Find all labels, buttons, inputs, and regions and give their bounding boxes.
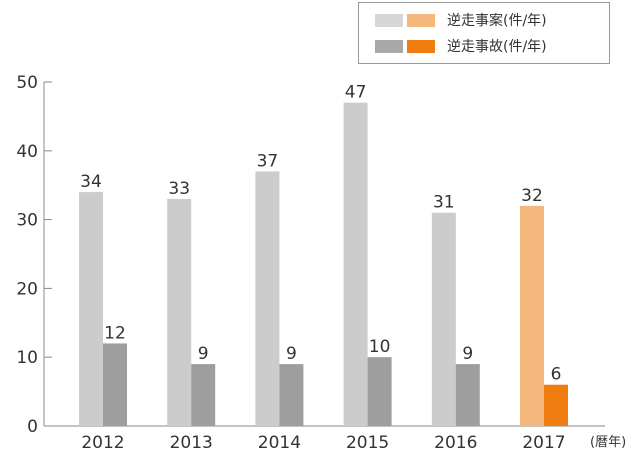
data-label-cases-2013: 33: [168, 179, 190, 199]
data-label-cases-2015: 47: [345, 83, 367, 103]
bar-cases-2012: [79, 192, 103, 426]
data-label-accidents-2015: 10: [369, 337, 391, 357]
y-tick-label: 50: [16, 73, 38, 93]
bar-accidents-2017: [544, 384, 568, 426]
legend-label-cases: 逆走事案(件/年): [447, 13, 547, 29]
y-tick-label: 20: [16, 279, 38, 299]
x-tick-label-2012: 2012: [81, 433, 124, 453]
bar-cases-2014: [255, 171, 280, 426]
legend-swatch-cases-gray: [375, 13, 403, 27]
x-tick-label-2014: 2014: [258, 433, 301, 453]
bars: [79, 102, 568, 426]
data-label-cases-2014: 37: [257, 151, 279, 171]
legend-swatch-accidents-gray: [375, 39, 403, 53]
y-tick-label: 0: [27, 417, 38, 437]
bar-accidents-2015: [367, 357, 392, 426]
legend-label-accidents: 逆走事故(件/年): [447, 39, 547, 55]
data-label-cases-2012: 34: [80, 172, 102, 192]
legend-swatch-cases-orange: [407, 13, 435, 27]
data-label-accidents-2014: 9: [286, 344, 297, 364]
data-label-accidents-2013: 9: [198, 344, 209, 364]
bar-cases-2016: [431, 212, 456, 426]
data-label-cases-2017: 32: [521, 186, 543, 206]
bar-cases-2017: [520, 205, 544, 426]
data-labels: 34 12 33 9 37 9 47 10 31 9 32 6: [80, 83, 561, 385]
x-axis: 2012 2013 2014 2015 2016 2017 (暦年): [44, 425, 626, 453]
legend-swatch-accidents-orange: [407, 39, 435, 53]
bar-cases-2013: [167, 198, 192, 426]
data-label-cases-2016: 31: [433, 193, 455, 213]
legend: 逆走事案(件/年) 逆走事故(件/年): [358, 2, 610, 64]
bar-cases-2015: [343, 102, 368, 426]
bar-accidents-2013: [191, 364, 216, 426]
bar-accidents-2012: [103, 343, 127, 426]
legend-item-cases: 逆走事案(件/年): [375, 11, 547, 29]
bar-accidents-2016: [455, 364, 480, 426]
data-label-accidents-2012: 12: [104, 323, 126, 343]
y-tick-label: 10: [16, 348, 38, 368]
data-label-accidents-2016: 9: [462, 344, 473, 364]
bar-accidents-2014: [279, 364, 304, 426]
x-tick-label-2015: 2015: [346, 433, 389, 453]
y-tick-label: 40: [16, 142, 38, 162]
data-label-accidents-2017: 6: [551, 365, 562, 385]
x-unit-label: (暦年): [590, 435, 626, 450]
legend-item-accidents: 逆走事故(件/年): [375, 37, 547, 55]
y-tick-label: 30: [16, 211, 38, 231]
x-tick-label-2016: 2016: [434, 433, 477, 453]
x-tick-label-2013: 2013: [170, 433, 213, 453]
x-tick-label-2017: 2017: [522, 433, 565, 453]
y-axis: 0 10 20 30 40 50: [16, 73, 52, 437]
